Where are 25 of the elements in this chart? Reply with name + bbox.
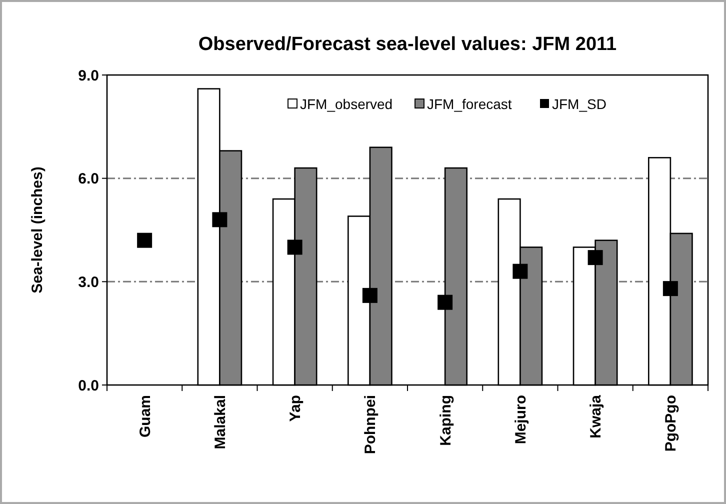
point [362,288,378,303]
chart-title: Observed/Forecast sea-level values: JFM 2011 [198,34,618,55]
point [287,240,302,255]
y-tick-label: 9.0 [78,67,99,84]
y-tick-label: 6.0 [78,170,99,188]
x-tick-label: Pohnpei [362,395,380,454]
legend-label: JFM_observed [300,96,393,112]
point [438,294,453,310]
x-tick-label: Guam [136,395,154,438]
x-tick-label: Yap [287,395,304,422]
y-tick-label: 0.0 [78,377,99,394]
x-tick-label: Kaping [437,395,454,446]
legend-label: JFM_SD [552,96,606,112]
point [512,264,528,279]
x-tick-label: Mejuro [512,395,530,444]
legend-label: JFM_forecast [427,96,512,112]
point [662,281,678,296]
point [588,250,603,266]
point [137,232,152,248]
x-tick-label: PgoPgo [662,395,680,452]
y-axis-title: Sea-level (inches) [29,166,46,294]
point [212,212,228,228]
x-tick-label: Kwaja [588,394,605,438]
y-tick-label: 3.0 [78,274,99,291]
x-tick-label: Malakal [212,395,229,450]
